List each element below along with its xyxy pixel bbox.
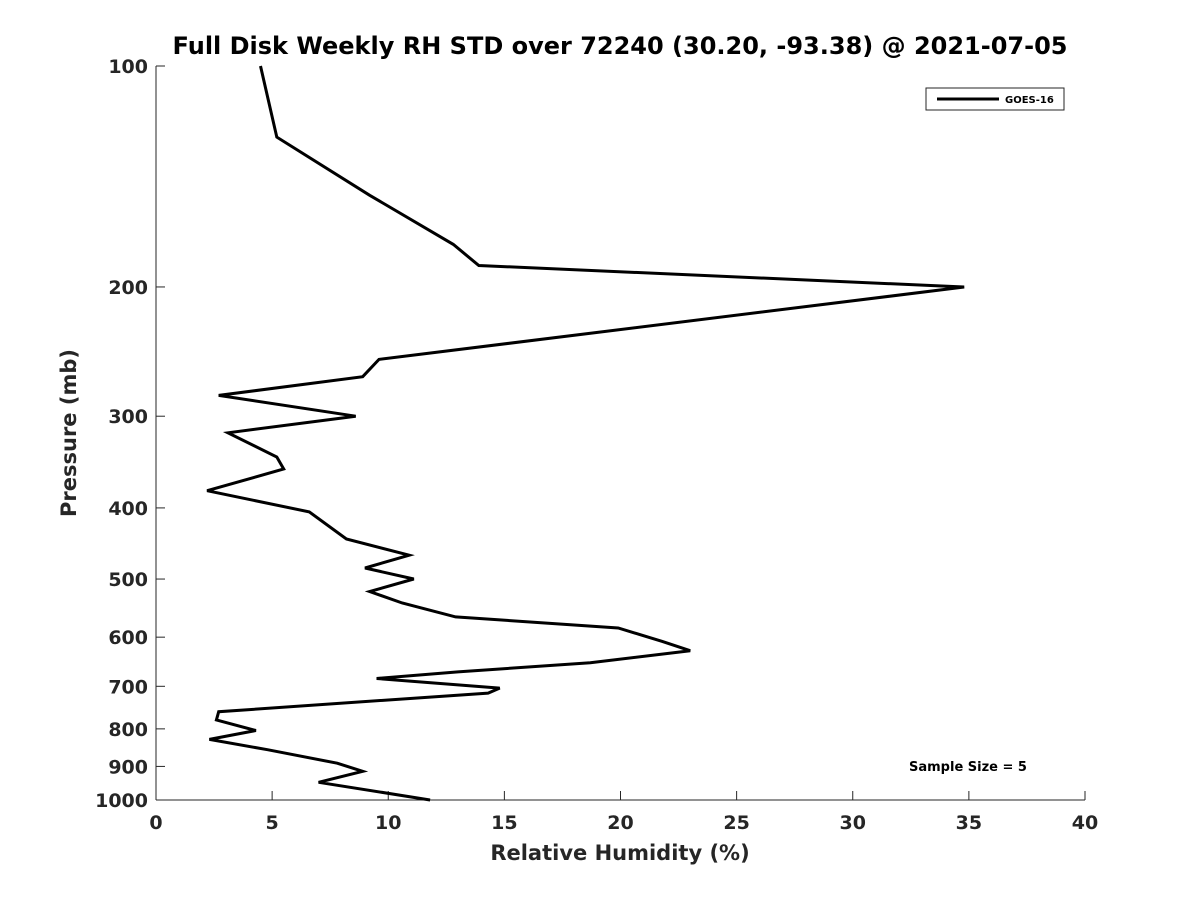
x-tick-label: 5 <box>266 812 279 834</box>
chart-title: Full Disk Weekly RH STD over 72240 (30.2… <box>173 32 1068 60</box>
x-tick-label: 30 <box>840 812 866 834</box>
x-tick-label: 25 <box>723 812 749 834</box>
series-line-goes-16 <box>206 65 965 802</box>
y-tick-label: 400 <box>108 498 148 520</box>
legend: GOES-16 <box>925 87 1065 111</box>
x-tick-label: 10 <box>375 812 401 834</box>
x-tick-label: 20 <box>607 812 633 834</box>
y-tick-label: 600 <box>108 627 148 649</box>
y-tick-label: 1000 <box>95 790 148 812</box>
legend-entry-goes-16: GOES-16 <box>1005 95 1054 106</box>
y-tick-label: 700 <box>108 676 148 698</box>
x-axis-ticks: 0 5 10 15 20 25 30 35 40 <box>149 791 1098 834</box>
plot-axes <box>155 66 1085 801</box>
x-tick-label: 15 <box>491 812 517 834</box>
y-tick-label: 100 <box>108 56 148 78</box>
y-tick-label: 500 <box>108 569 148 591</box>
x-axis-label: Relative Humidity (%) <box>490 841 749 865</box>
y-tick-label: 900 <box>108 756 148 778</box>
series-layer <box>206 65 965 802</box>
x-tick-label: 0 <box>149 812 162 834</box>
x-tick-label: 35 <box>956 812 982 834</box>
y-tick-label: 800 <box>108 719 148 741</box>
sample-size-annotation: Sample Size = 5 <box>909 760 1027 775</box>
y-axis-ticks: 100 200 300 400 500 600 700 800 900 1000 <box>95 56 165 812</box>
x-tick-label: 40 <box>1072 812 1098 834</box>
y-tick-label: 300 <box>108 406 148 428</box>
y-axis-label: Pressure (mb) <box>57 349 81 517</box>
y-tick-label: 200 <box>108 277 148 299</box>
